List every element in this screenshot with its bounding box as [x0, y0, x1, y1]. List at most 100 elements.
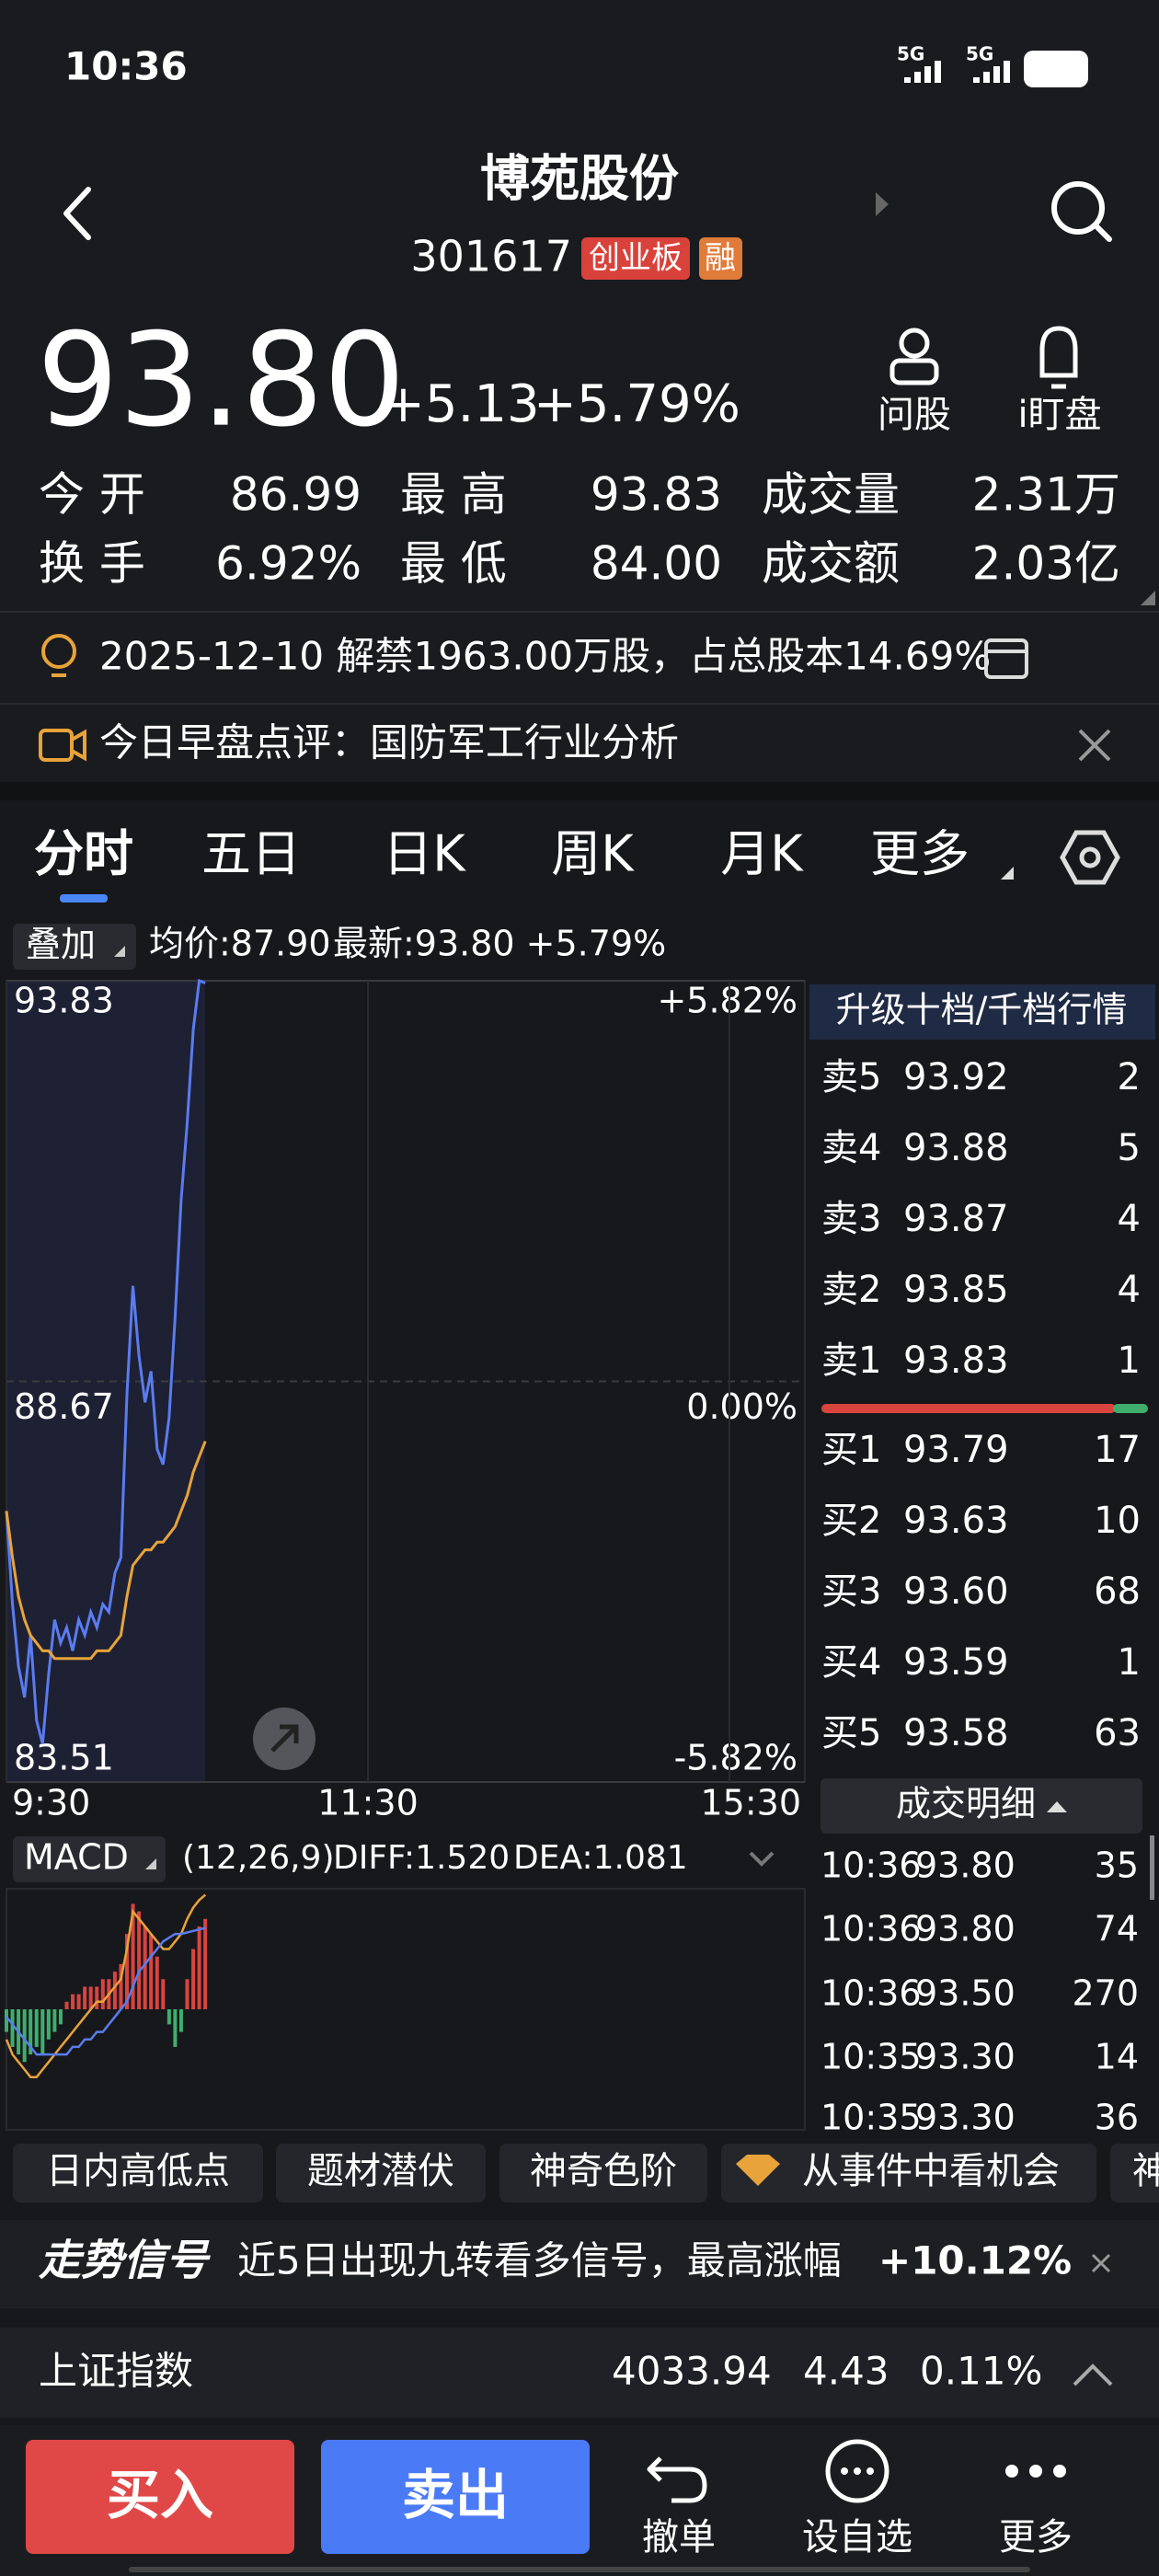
buy-button[interactable] — [26, 2440, 294, 2554]
order-book-header[interactable] — [809, 984, 1155, 1040]
index-value: 4033.94 — [612, 2349, 772, 2394]
index-name: 上证指数 — [39, 2349, 193, 2394]
macd-bar — [83, 1986, 87, 2009]
collapse-chevron[interactable] — [749, 1851, 775, 1867]
action-label[interactable]: i盯盘 — [1017, 394, 1101, 436]
tab[interactable]: 五日 — [201, 825, 301, 883]
overlay-button-label: 叠加 — [26, 925, 96, 965]
stat-label: 成交额 — [762, 537, 900, 591]
tab[interactable]: 周K — [551, 825, 635, 883]
order-book-bg — [808, 981, 1159, 2131]
tag-label: 日内高低点 — [46, 2150, 230, 2192]
order-label: 买3 — [821, 1570, 881, 1613]
close-icon[interactable] — [1091, 2253, 1111, 2273]
trade-volume: 36 — [1095, 2098, 1139, 2138]
tag-pill[interactable] — [1110, 2144, 1159, 2202]
tag-label: 从事件中看机会 — [802, 2150, 1060, 2192]
next-arrow[interactable] — [876, 192, 889, 216]
bottom-action[interactable]: 更多 — [999, 2516, 1073, 2559]
tag-pill[interactable] — [499, 2144, 707, 2202]
macd-bar — [197, 1926, 201, 2009]
index-bg[interactable] — [0, 2328, 1159, 2418]
order-price: 93.58 — [903, 1712, 1009, 1754]
trades-header[interactable] — [820, 1778, 1142, 1834]
y-tick-label: 88.67 — [14, 1386, 114, 1427]
watchlist-icon — [825, 2439, 889, 2503]
macd-bar — [119, 1963, 123, 2009]
notice-text[interactable]: 今日早盘点评：国防军工行业分析 — [99, 720, 679, 765]
trade-volume: 14 — [1095, 2037, 1139, 2077]
x-tick-label: 9:30 — [12, 1783, 90, 1823]
close-icon[interactable] — [1078, 729, 1111, 762]
y2-tick-label: +5.82% — [657, 981, 798, 1021]
trade-price: 93.30 — [915, 2037, 1016, 2077]
macd-bar — [76, 1994, 81, 2009]
signal-value: +10.12% — [878, 2238, 1072, 2283]
expand-chevron[interactable] — [1073, 2363, 1113, 2386]
search-icon[interactable] — [1051, 181, 1105, 235]
signal-bar — [983, 72, 990, 83]
sell-button[interactable] — [321, 2440, 590, 2554]
tab[interactable]: 日K — [383, 825, 466, 883]
tab[interactable]: 分时 — [34, 825, 133, 883]
macd-bar — [40, 2009, 45, 2055]
settings-icon[interactable] — [1060, 830, 1120, 885]
fullscreen-icon — [270, 1724, 299, 1753]
order-price: 93.63 — [903, 1500, 1009, 1542]
more-icon-dot — [1005, 2465, 1018, 2478]
bottom-action[interactable]: 撤单 — [642, 2516, 716, 2559]
network-label: 5G — [966, 43, 993, 65]
stock-code: 301617 — [410, 232, 572, 282]
signal-bar — [993, 66, 1000, 83]
trade-volume: 35 — [1095, 1846, 1139, 1886]
order-volume: 4 — [1118, 1198, 1141, 1240]
depth-bar-buy — [1113, 1404, 1148, 1413]
battery — [1024, 51, 1088, 87]
more-icon-dot — [1029, 2465, 1042, 2478]
macd-bar — [125, 1934, 129, 2009]
calendar-icon[interactable] — [984, 638, 1028, 679]
macd-bar — [29, 2009, 33, 2055]
order-price: 93.88 — [903, 1127, 1009, 1169]
undo-icon — [647, 2456, 707, 2503]
order-price: 93.60 — [903, 1570, 1009, 1613]
notice-text[interactable]: 2025-12-10 解禁1963.00万股，占总股本14.69% — [99, 634, 991, 679]
more-icon-dot — [1053, 2465, 1066, 2478]
badge-text: 融 — [705, 240, 736, 277]
tab[interactable]: 月K — [720, 825, 804, 883]
tag-pill[interactable] — [276, 2144, 486, 2202]
macd-bar — [155, 1956, 159, 2009]
signal-bg[interactable] — [0, 2220, 1159, 2308]
macd-bar — [46, 2009, 51, 2040]
y-tick-label: 83.51 — [14, 1738, 114, 1778]
stat-label: 成交量 — [762, 468, 900, 522]
macd-bar — [95, 1986, 99, 2009]
action-label[interactable]: 问股 — [878, 394, 951, 436]
bottom-action[interactable]: 设自选 — [802, 2516, 912, 2559]
order-label: 卖4 — [821, 1127, 881, 1169]
x-tick-label: 11:30 — [317, 1783, 419, 1823]
stat-label: 换 手 — [39, 537, 145, 591]
overlay-button[interactable] — [13, 924, 136, 970]
indicator-button[interactable] — [13, 1836, 166, 1882]
order-price: 93.83 — [903, 1340, 1009, 1382]
macd-bar — [52, 2009, 57, 2032]
tag-pill[interactable] — [721, 2144, 1096, 2202]
search-icon-handle — [1093, 223, 1112, 242]
trade-time: 10:36 — [820, 1846, 922, 1886]
tag-pill[interactable] — [13, 2144, 263, 2202]
signal-bar — [914, 72, 921, 83]
order-label: 买5 — [821, 1712, 881, 1754]
tab[interactable]: 更多 — [870, 825, 970, 883]
macd-bar — [178, 2009, 183, 2032]
tag-label: 题材潜伏 — [307, 2150, 454, 2192]
badge — [699, 237, 742, 280]
order-label: 卖3 — [821, 1198, 881, 1240]
back-button[interactable] — [63, 187, 91, 240]
macd-bar — [143, 1926, 147, 2009]
macd-bar — [173, 2009, 178, 2047]
trade-time: 10:36 — [820, 1973, 922, 2014]
overlay-caret — [114, 946, 125, 957]
